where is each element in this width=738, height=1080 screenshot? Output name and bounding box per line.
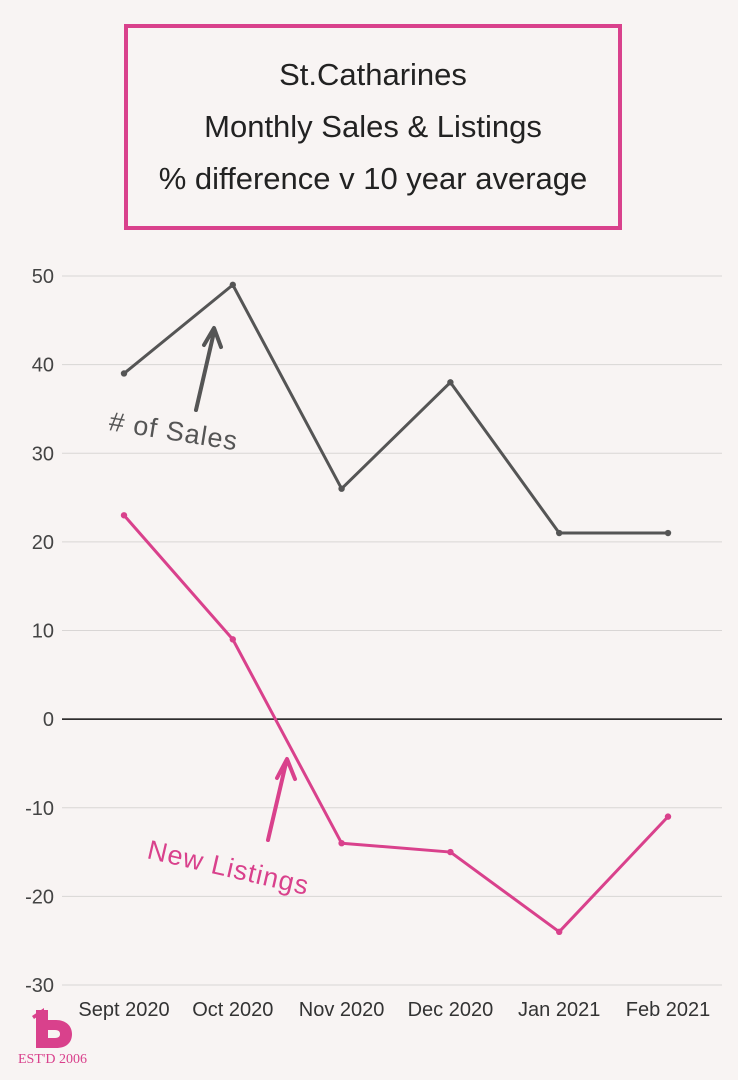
y-axis-ticks: 50 40 30 20 10 0 -10 -20 -30 <box>25 266 54 997</box>
title-line-1: St.Catharines <box>279 57 467 92</box>
listings-data-point <box>338 840 345 847</box>
y-tick-label: 30 <box>32 443 54 465</box>
listings-data-point <box>556 928 563 936</box>
x-tick-label: Feb 2021 <box>626 999 711 1021</box>
listings-data-point <box>120 512 128 519</box>
series-layer <box>120 281 672 936</box>
listings-arrow-icon <box>266 757 297 842</box>
sales-data-point <box>447 379 454 386</box>
title-line-2: Monthly Sales & Listings <box>204 109 542 144</box>
sales-data-point <box>120 370 128 377</box>
x-tick-label: Dec 2020 <box>408 999 494 1021</box>
y-tick-label: -20 <box>25 886 54 908</box>
sales-data-point <box>556 529 563 537</box>
x-tick-label: Jan 2021 <box>518 999 600 1021</box>
y-tick-label: -10 <box>25 798 54 820</box>
x-axis-ticks: Sept 2020 Oct 2020 Nov 2020 Dec 2020 Jan 202… <box>78 999 710 1021</box>
sales-arrow-icon <box>194 326 223 412</box>
sales-annotation: # of Sales <box>107 406 240 456</box>
y-tick-label: 50 <box>32 266 54 288</box>
sales-data-point <box>664 529 672 537</box>
title-line-3: % difference v 10 year average <box>158 161 588 196</box>
listings-data-point <box>229 636 236 643</box>
chart-title-box: St.Catharines Monthly Sales & Listings %… <box>124 24 622 230</box>
y-tick-label: -30 <box>25 975 54 997</box>
sales-data-point <box>229 281 236 289</box>
logo-established-text: EST'D 2006 <box>18 1052 88 1067</box>
b-logo-icon <box>32 1008 72 1048</box>
listings-annotation: New Listings <box>145 835 313 901</box>
x-tick-label: Sept 2020 <box>78 999 169 1021</box>
listings-series-line <box>122 514 670 934</box>
listings-data-point <box>447 848 454 856</box>
sales-data-point <box>338 485 345 492</box>
sales-series-line <box>123 283 668 535</box>
y-tick-label: 40 <box>32 355 54 377</box>
y-tick-label: 20 <box>32 532 54 554</box>
x-tick-label: Oct 2020 <box>192 999 273 1021</box>
y-tick-label: 0 <box>43 709 54 731</box>
gridlines <box>62 275 722 986</box>
y-tick-label: 10 <box>32 621 54 643</box>
listings-data-point <box>664 813 672 820</box>
x-tick-label: Nov 2020 <box>299 999 385 1021</box>
